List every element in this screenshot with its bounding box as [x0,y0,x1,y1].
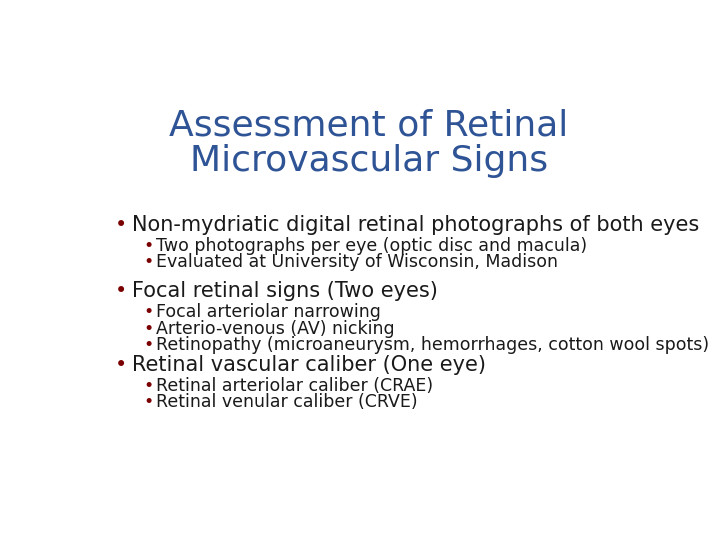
Text: Retinal venular caliber (CRVE): Retinal venular caliber (CRVE) [156,394,418,411]
Text: Retinal vascular caliber (One eye): Retinal vascular caliber (One eye) [132,355,486,375]
Text: •: • [143,394,153,411]
Text: Retinal arteriolar caliber (CRAE): Retinal arteriolar caliber (CRAE) [156,377,433,395]
Text: •: • [143,303,153,321]
Text: Non-mydriatic digital retinal photographs of both eyes: Non-mydriatic digital retinal photograph… [132,215,699,235]
Text: •: • [115,355,127,375]
Text: •: • [115,215,127,235]
Text: •: • [143,377,153,395]
Text: Microvascular Signs: Microvascular Signs [190,144,548,178]
Text: Focal retinal signs (Two eyes): Focal retinal signs (Two eyes) [132,281,438,301]
Text: Two photographs per eye (optic disc and macula): Two photographs per eye (optic disc and … [156,237,587,255]
Text: Focal arteriolar narrowing: Focal arteriolar narrowing [156,303,381,321]
Text: Evaluated at University of Wisconsin, Madison: Evaluated at University of Wisconsin, Ma… [156,253,558,271]
Text: Retinopathy (microaneurysm, hemorrhages, cotton wool spots): Retinopathy (microaneurysm, hemorrhages,… [156,336,709,354]
Text: •: • [143,237,153,255]
Text: Assessment of Retinal: Assessment of Retinal [169,109,569,143]
Text: •: • [143,336,153,354]
Text: •: • [143,320,153,338]
Text: Arterio-venous (AV) nicking: Arterio-venous (AV) nicking [156,320,395,338]
Text: •: • [115,281,127,301]
Text: •: • [143,253,153,271]
